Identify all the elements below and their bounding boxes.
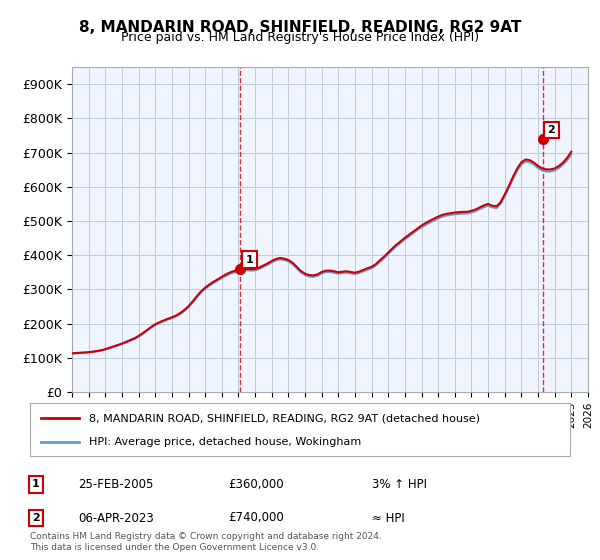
Text: Contains HM Land Registry data © Crown copyright and database right 2024.
This d: Contains HM Land Registry data © Crown c… — [30, 532, 382, 552]
Text: Price paid vs. HM Land Registry's House Price Index (HPI): Price paid vs. HM Land Registry's House … — [121, 31, 479, 44]
Text: 3% ↑ HPI: 3% ↑ HPI — [372, 478, 427, 491]
Text: £740,000: £740,000 — [228, 511, 284, 525]
Text: 2: 2 — [548, 125, 556, 135]
Text: 25-FEB-2005: 25-FEB-2005 — [78, 478, 154, 491]
Text: 1: 1 — [245, 255, 253, 265]
Text: 1: 1 — [32, 479, 40, 489]
Text: HPI: Average price, detached house, Wokingham: HPI: Average price, detached house, Woki… — [89, 436, 362, 446]
Text: 06-APR-2023: 06-APR-2023 — [78, 511, 154, 525]
Text: 8, MANDARIN ROAD, SHINFIELD, READING, RG2 9AT (detached house): 8, MANDARIN ROAD, SHINFIELD, READING, RG… — [89, 413, 481, 423]
Text: £360,000: £360,000 — [228, 478, 284, 491]
Text: ≈ HPI: ≈ HPI — [372, 511, 405, 525]
Text: 8, MANDARIN ROAD, SHINFIELD, READING, RG2 9AT: 8, MANDARIN ROAD, SHINFIELD, READING, RG… — [79, 20, 521, 35]
Text: 2: 2 — [32, 513, 40, 523]
